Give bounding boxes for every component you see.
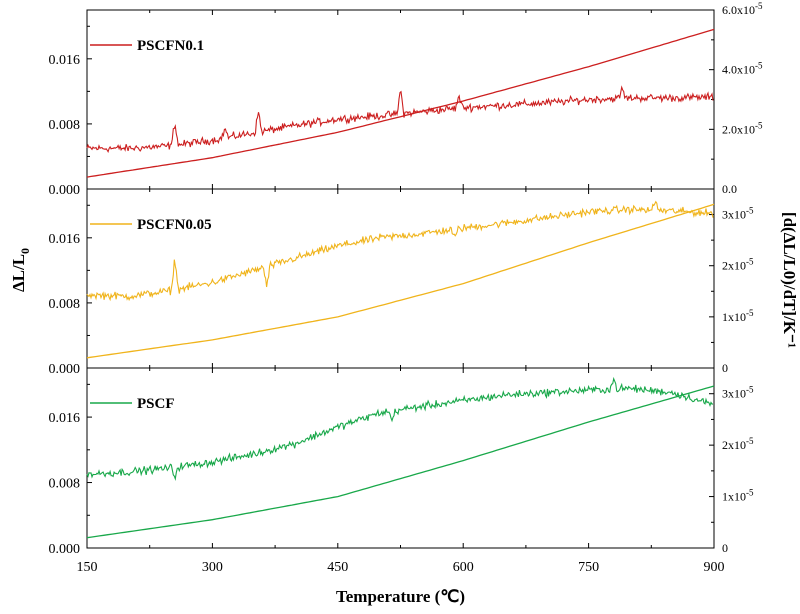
right-tick-label: 1x10-5 [722, 488, 754, 504]
right-tick-label: 4.0x10-5 [722, 61, 763, 77]
legend-label: PSCF [137, 396, 175, 412]
right-tick-label: 0 [722, 361, 728, 375]
legend-label: PSCFN0.1 [137, 38, 204, 54]
left-tick-label: 0.000 [49, 542, 81, 557]
cte-line [86, 28, 715, 178]
y-axis-title-right: [d(ΔL/L0)/dT]/K⁻¹ [780, 212, 799, 348]
y-axis-title-left: ΔL/L0 [9, 248, 32, 292]
right-tick-label: 0 [722, 541, 728, 555]
panel-pscfn005: 0.000 0.008 0.016 0 1x10-5 2x10-5 3x10-5 PSCFN0… [49, 188, 754, 377]
expansion-line [86, 376, 714, 481]
left-tick-label: 0.016 [49, 232, 81, 247]
x-tick-label: 150 [77, 560, 98, 575]
left-tick-label: 0.008 [49, 477, 81, 492]
left-tick-label: 0.000 [49, 362, 81, 377]
panel-frame [86, 188, 715, 369]
x-tick-label: 450 [327, 560, 348, 575]
legend-label: PSCFN0.05 [137, 217, 212, 233]
panel-pscfn01: 0.000 0.008 0.016 0.0 2.0x10-5 4.0x10-5 6.0x10… [49, 1, 763, 198]
right-tick-label: 2x10-5 [722, 436, 754, 452]
x-axis-title: Temperature (℃) [336, 587, 465, 606]
left-tick-label: 0.000 [49, 183, 81, 198]
right-tick-label: 0.0 [722, 182, 737, 196]
right-tick-label: 1x10-5 [722, 308, 754, 324]
expansion-line [86, 85, 714, 154]
left-tick-label: 0.008 [49, 297, 81, 312]
panel-frame [86, 367, 715, 549]
right-tick-label: 2x10-5 [722, 257, 754, 273]
expansion-line [86, 200, 714, 302]
right-tick-label: 6.0x10-5 [722, 1, 763, 17]
panel-pscf: 0.000 0.008 0.016 0 1x10-5 2x10-5 3x10-5 PSCF [49, 367, 754, 557]
cte-line [86, 203, 715, 359]
x-tick-label: 750 [578, 560, 599, 575]
cte-line [86, 385, 715, 539]
right-tick-label: 3x10-5 [722, 385, 754, 401]
x-tick-label: 300 [202, 560, 223, 575]
right-tick-label: 2.0x10-5 [722, 120, 763, 136]
left-tick-label: 0.016 [49, 411, 81, 426]
right-tick-label: 3x10-5 [722, 206, 754, 222]
x-tick-label: 900 [704, 560, 725, 575]
left-tick-label: 0.016 [49, 53, 81, 68]
x-tick-label: 600 [453, 560, 474, 575]
left-tick-label: 0.008 [49, 118, 81, 133]
